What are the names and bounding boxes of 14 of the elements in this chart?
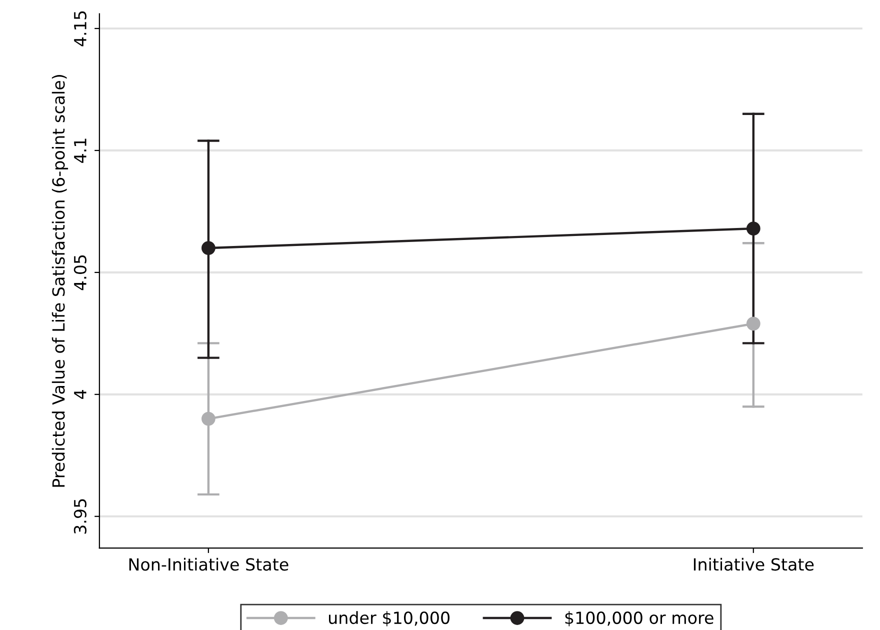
point: [201, 412, 216, 426]
y-tick-label: 4.15: [74, 11, 86, 46]
x-tick-label: Initiative State: [694, 558, 814, 571]
legend-label: $100,000 or more: [565, 611, 714, 626]
x-tick-label: Non-Initiative State: [129, 558, 288, 571]
y-tick-label: 4.05: [74, 255, 86, 290]
point: [746, 222, 760, 236]
y-tick-label: 4: [74, 390, 86, 399]
y-axis-title: Predicted Value of Life Satisfaction (6-point scale): [52, 75, 68, 487]
point: [746, 316, 760, 331]
point: [201, 241, 216, 255]
y-tick-label: 4.1: [74, 138, 86, 163]
legend-label: under $10,000: [328, 611, 450, 626]
y-tick-label: 3.95: [74, 499, 86, 534]
